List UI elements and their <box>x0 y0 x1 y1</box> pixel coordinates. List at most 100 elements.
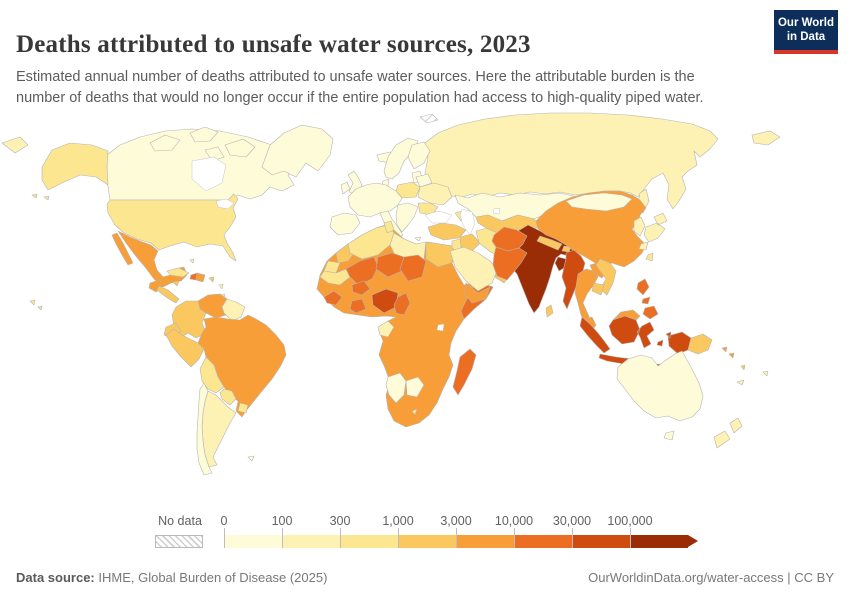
country-lesotho[interactable] <box>411 408 418 416</box>
page-title: Deaths attributed to unsafe water source… <box>16 30 531 58</box>
country-myanmar[interactable] <box>561 249 586 310</box>
country-fiji[interactable] <box>762 370 769 377</box>
country-turkey[interactable] <box>427 222 467 241</box>
country-chile[interactable] <box>196 382 213 476</box>
country-falkland-islands[interactable] <box>247 455 255 462</box>
country-mauritania[interactable] <box>319 268 351 286</box>
legend-no-data-swatch[interactable] <box>155 535 203 548</box>
legend-tick-line <box>630 528 631 548</box>
country-greenland[interactable] <box>261 124 334 178</box>
legend-tick-label-300: 300 <box>329 514 351 528</box>
country-japan[interactable] <box>638 212 668 251</box>
lake-victoria <box>436 323 445 332</box>
country-vietnam[interactable] <box>595 258 617 296</box>
country-usa[interactable] <box>106 193 239 262</box>
country-balkans[interactable] <box>395 202 419 233</box>
country-bahamas[interactable] <box>189 258 195 264</box>
country-gabon[interactable] <box>377 320 395 338</box>
country-afghanistan[interactable] <box>491 226 528 252</box>
country-brazil[interactable] <box>197 314 287 418</box>
country-vanuatu[interactable] <box>740 364 746 371</box>
country-ghana[interactable] <box>349 298 367 314</box>
legend-bin-3[interactable] <box>398 535 456 548</box>
country-namibia[interactable] <box>385 372 407 404</box>
owid-logo[interactable]: Our World in Data <box>774 10 838 54</box>
legend-bin-0[interactable] <box>224 535 282 548</box>
country-finland[interactable] <box>407 141 431 170</box>
country-tasmania[interactable] <box>663 430 675 441</box>
country-belarus[interactable] <box>415 173 433 188</box>
country-arctic-islands[interactable] <box>149 126 256 162</box>
country-alaska[interactable] <box>31 142 109 201</box>
country-china[interactable] <box>535 190 647 268</box>
country-korea[interactable] <box>633 216 646 237</box>
legend-bin-6[interactable] <box>572 535 630 548</box>
country-romania[interactable] <box>417 202 439 216</box>
country-pakistan[interactable] <box>492 246 528 281</box>
page-subtitle: Estimated annual number of deaths attrib… <box>16 68 704 106</box>
great-lakes <box>215 198 235 210</box>
country-new-caledonia[interactable] <box>736 379 745 386</box>
country-philippines[interactable] <box>636 278 659 320</box>
country-burkina-faso[interactable] <box>351 280 371 296</box>
country-guyanas[interactable] <box>221 298 246 322</box>
legend-bin-5[interactable] <box>514 535 572 548</box>
country-thailand[interactable] <box>574 268 599 326</box>
country-solomon-islands[interactable] <box>721 346 735 359</box>
country-paraguay[interactable] <box>219 388 237 406</box>
country-bolivia[interactable] <box>199 356 225 394</box>
legend-tick-line <box>340 528 341 548</box>
legend-bin-1[interactable] <box>282 535 340 548</box>
country-saudi-arabia[interactable] <box>449 246 499 292</box>
country-bangladesh[interactable] <box>554 256 567 272</box>
country-mongolia[interactable] <box>565 192 633 212</box>
legend-tick-line <box>456 528 457 548</box>
country-peru[interactable] <box>165 328 205 368</box>
country-australia[interactable] <box>616 350 704 422</box>
country-chad[interactable] <box>399 254 427 282</box>
country-jamaica[interactable] <box>172 280 180 287</box>
country-western-europe[interactable] <box>347 182 403 218</box>
country-puerto-rico[interactable] <box>208 276 215 283</box>
country-papua-new-guinea[interactable] <box>687 333 713 355</box>
country-madagascar[interactable] <box>452 348 477 396</box>
country-cuba[interactable] <box>166 267 190 278</box>
legend-tick-label-3,000: 3,000 <box>440 514 472 528</box>
country-new-zealand[interactable] <box>713 417 743 449</box>
country-crete[interactable] <box>414 236 422 242</box>
country-tunisia[interactable] <box>383 220 395 234</box>
caspian-sea <box>459 208 476 236</box>
country-uruguay[interactable] <box>237 402 249 414</box>
country-chukotka[interactable] <box>751 130 781 146</box>
country-ireland[interactable] <box>340 181 351 195</box>
country-central-america[interactable] <box>156 285 180 304</box>
country-hawaii[interactable] <box>29 299 43 311</box>
data-source-label: Data source: <box>16 570 95 585</box>
country-iberia[interactable] <box>329 212 361 236</box>
legend-bin-7[interactable] <box>630 535 688 548</box>
owid-logo-red-bar <box>774 49 838 54</box>
country-russia[interactable] <box>424 112 719 210</box>
country-cameroon[interactable] <box>393 292 411 316</box>
country-guinea[interactable] <box>323 290 343 306</box>
country-russia-wrap[interactable] <box>1 136 29 154</box>
country-nepal[interactable] <box>536 235 563 251</box>
country-ukraine[interactable] <box>417 182 453 206</box>
world-map <box>0 105 850 510</box>
country-botswana[interactable] <box>405 376 425 398</box>
legend-tick-label-0: 0 <box>220 514 228 528</box>
country-dominican-republic[interactable] <box>195 272 206 283</box>
country-svalbard[interactable] <box>419 113 439 124</box>
country-taiwan[interactable] <box>645 252 654 262</box>
legend-bin-4[interactable] <box>456 535 514 548</box>
footer-link[interactable]: OurWorldinData.org/water-access | CC BY <box>588 570 834 585</box>
country-mali[interactable] <box>345 256 379 286</box>
legend-tick-label-30,000: 30,000 <box>552 514 592 528</box>
country-cambodia[interactable] <box>591 282 605 296</box>
country-sri-lanka[interactable] <box>545 304 554 318</box>
owid-logo-line1: Our World <box>777 17 834 29</box>
legend-no-data-label: No data <box>158 514 202 528</box>
legend-bin-2[interactable] <box>340 535 398 548</box>
country-yemen[interactable] <box>463 282 491 304</box>
